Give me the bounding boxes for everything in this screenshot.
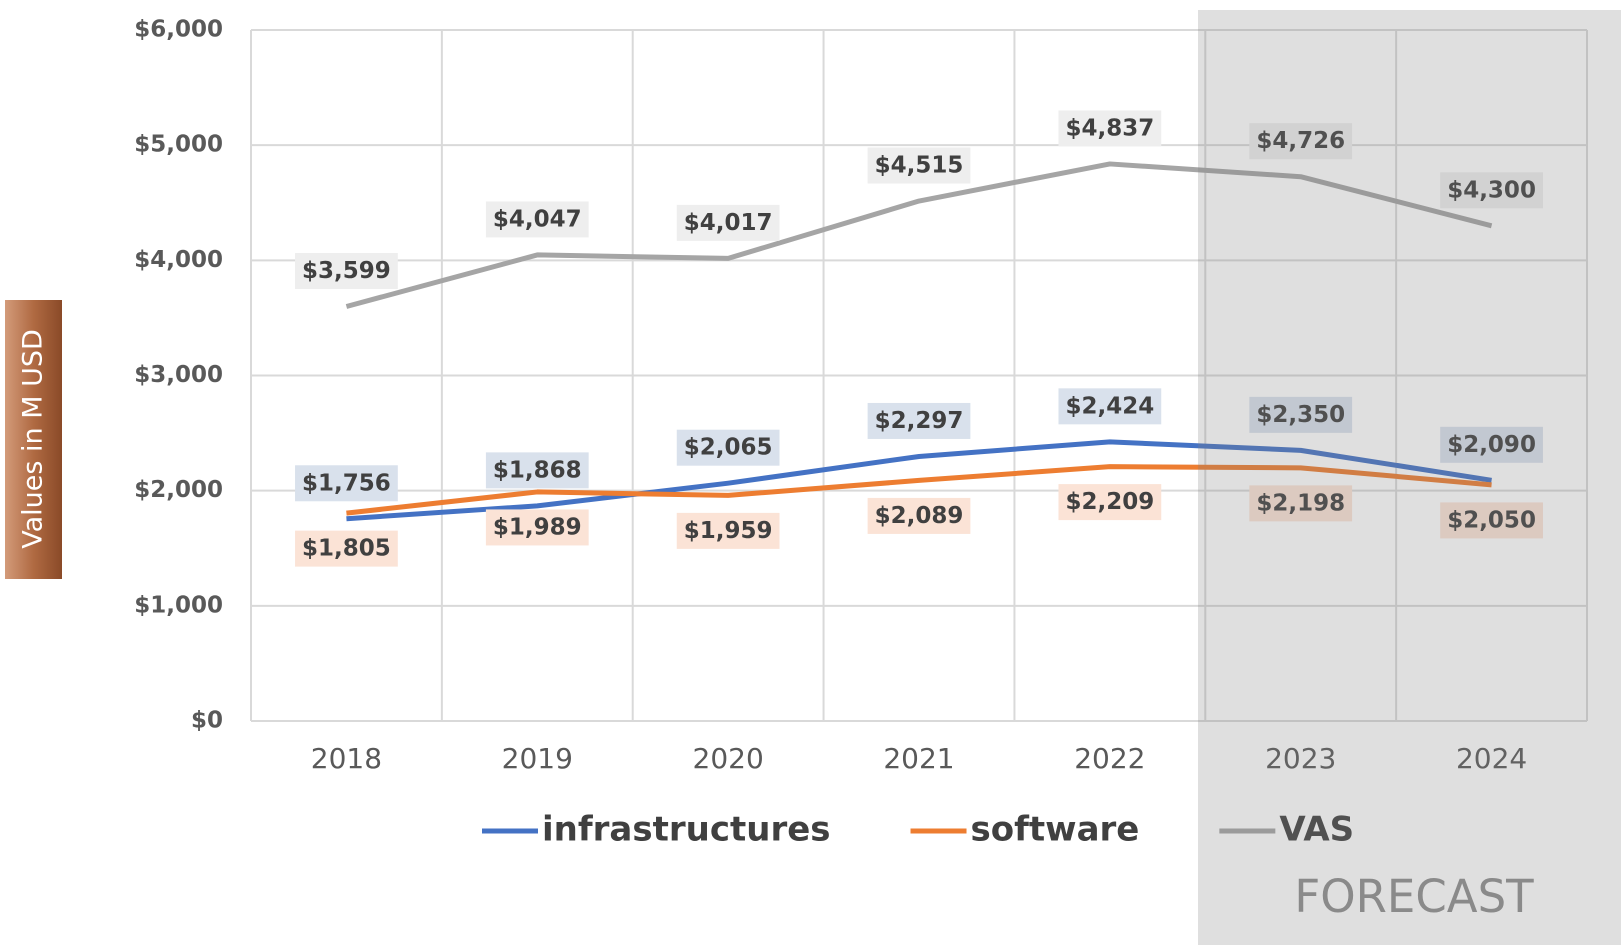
data-label-bg [867, 147, 971, 184]
y-tick-label: $3,000 [134, 362, 223, 388]
data-label: $2,350 [1256, 402, 1345, 428]
data-label-bg [1440, 172, 1543, 209]
grid: $0 $1,000 $2,000 $3,000 $4,000 $5,000 $6,000 20… [134, 17, 1588, 775]
legend-label: VAS [1279, 810, 1354, 850]
forecast-annotation: FORECAST [1294, 870, 1534, 923]
data-label: $2,209 [1065, 489, 1154, 515]
data-label: $4,515 [875, 153, 964, 179]
x-tick-label: 2024 [1456, 742, 1527, 775]
data-label-bg [1249, 396, 1353, 433]
data-label: $2,297 [875, 408, 964, 434]
series-line [346, 464, 1492, 516]
data-label: $1,868 [493, 457, 582, 483]
data-label-bg [1440, 502, 1543, 539]
marks: $1,756 $1,868 $2,065 $2,297 $2,424 $2,350 $2,0… [295, 110, 1543, 567]
data-label: $1,989 [493, 514, 582, 540]
x-tick-label: 2019 [502, 742, 573, 775]
x-tick-label: 2022 [1074, 742, 1145, 775]
data-label-bg [867, 402, 971, 439]
data-label-bg [1440, 426, 1543, 463]
data-label: $4,017 [684, 210, 773, 236]
y-tick-label: $2,000 [134, 477, 223, 503]
data-label-bg [1058, 484, 1162, 521]
x-tick-label: 2023 [1265, 742, 1336, 775]
data-label-bg [1058, 388, 1162, 425]
x-tick-label: 2020 [693, 742, 764, 775]
data-label-bg [295, 253, 398, 290]
x-tick-label: 2018 [311, 742, 382, 775]
y-tick-label: $0 [191, 708, 223, 734]
data-label: $4,047 [493, 206, 582, 232]
data-label: $4,837 [1065, 115, 1154, 141]
data-label: $4,726 [1256, 128, 1345, 154]
legend-label: infrastructures [542, 810, 831, 850]
data-label-bg [676, 512, 780, 549]
y-tick-label: $4,000 [134, 247, 223, 273]
data-label-bg [485, 201, 589, 238]
data-label-bg [676, 204, 780, 241]
data-label-bg [1249, 123, 1353, 160]
data-label-bg [1249, 485, 1353, 522]
data-label-bg [295, 530, 398, 567]
legend: infrastructures software VAS [482, 810, 1354, 850]
data-label: $1,756 [302, 470, 391, 496]
data-label: $2,198 [1256, 490, 1345, 516]
x-tick-label: 2021 [883, 742, 954, 775]
data-label: $2,050 [1447, 507, 1536, 533]
series-line [346, 439, 1492, 522]
legend-label: software [971, 810, 1140, 850]
data-label-bg [867, 497, 971, 534]
y-tick-label: $1,000 [134, 592, 223, 618]
y-axis-label: Values in M USD [18, 329, 49, 549]
data-label-bg [485, 509, 589, 546]
data-label-bg [1058, 110, 1162, 147]
y-tick-label: $5,000 [134, 132, 223, 158]
data-label: $3,599 [302, 258, 391, 284]
data-label: $2,089 [875, 503, 964, 529]
y-label-box [5, 300, 62, 579]
y-tick-label: $6,000 [134, 17, 223, 43]
data-label: $2,065 [684, 435, 773, 461]
series-line [345, 161, 1493, 309]
data-label: $4,300 [1447, 177, 1536, 203]
data-label-bg [295, 465, 398, 502]
data-label: $2,090 [1447, 432, 1536, 458]
data-label-bg [676, 429, 780, 466]
data-label: $1,959 [684, 518, 773, 544]
forecast-region [1198, 10, 1621, 945]
data-label: $1,805 [302, 536, 391, 562]
data-label-bg [485, 452, 589, 489]
data-label: $2,424 [1065, 393, 1154, 419]
